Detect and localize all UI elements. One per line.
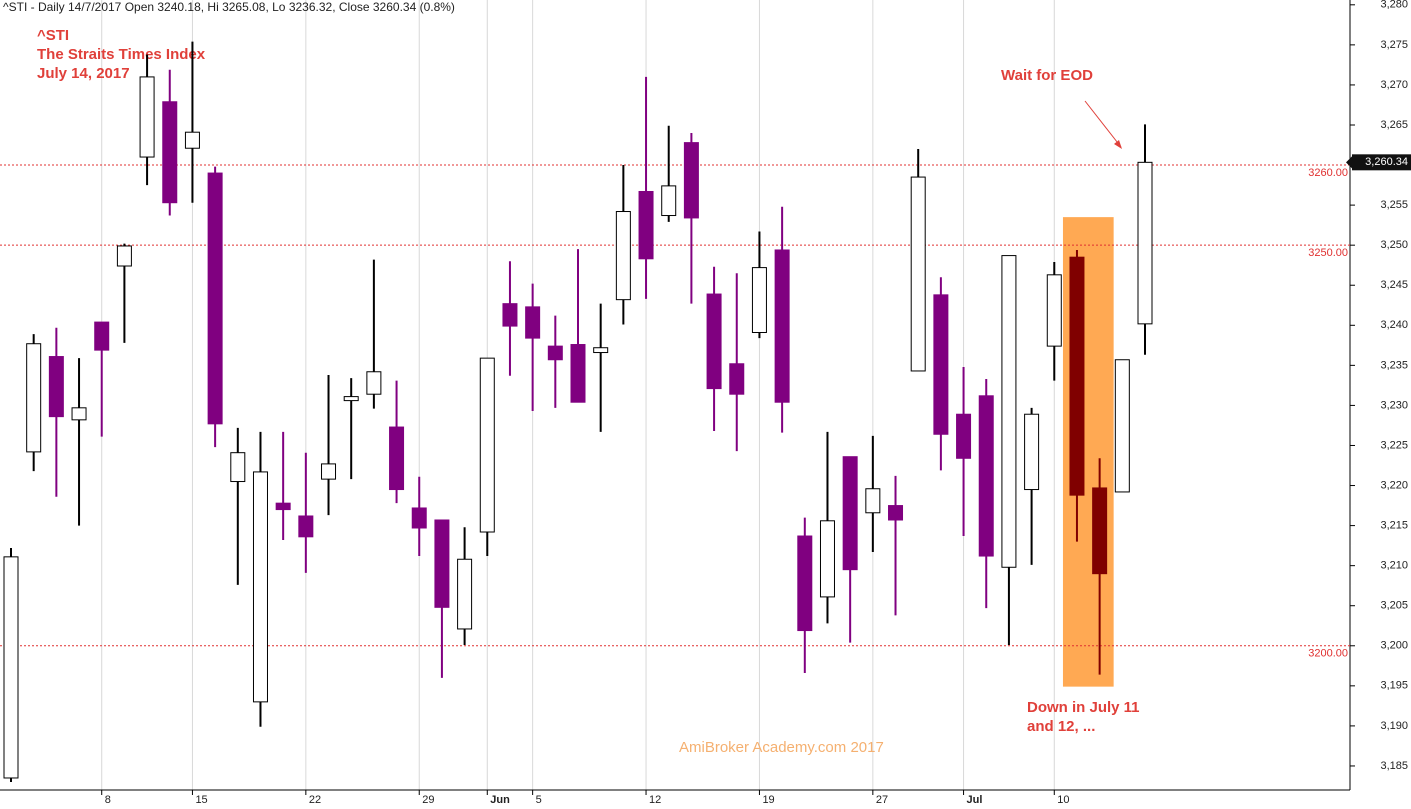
candle-body xyxy=(389,426,405,491)
candle-body xyxy=(71,407,87,421)
y-tick-label: 3,185 xyxy=(1380,760,1408,772)
candle-body xyxy=(275,502,291,511)
candle-body xyxy=(411,507,427,529)
candle-body xyxy=(207,172,223,425)
candle-body xyxy=(48,356,64,418)
y-tick-label: 3,280 xyxy=(1380,0,1408,11)
candle-body xyxy=(593,347,609,354)
candle-body xyxy=(978,395,994,557)
candle-body xyxy=(1092,487,1108,575)
candle-body xyxy=(94,321,110,351)
candle-body xyxy=(729,363,745,395)
candle-body xyxy=(797,535,813,632)
y-tick-label: 3,195 xyxy=(1380,680,1408,692)
hline-label: 3250.00 xyxy=(1308,247,1348,259)
candle-body xyxy=(525,306,541,339)
candle-body xyxy=(661,185,677,217)
candle-body xyxy=(683,142,699,219)
candle-body xyxy=(1001,255,1017,568)
x-tick-label: 12 xyxy=(649,794,661,806)
x-tick-label: 22 xyxy=(309,794,321,806)
candle-body xyxy=(139,76,155,158)
annotation: Down in July 11 xyxy=(1027,699,1140,716)
last-price-pointer xyxy=(1346,156,1352,169)
watermark: AmiBroker Academy.com 2017 xyxy=(679,739,884,756)
title-line: July 14, 2017 xyxy=(37,65,130,82)
candle-body xyxy=(751,267,767,334)
candle-body xyxy=(933,294,949,435)
x-tick-label: 19 xyxy=(762,794,774,806)
candle-body xyxy=(842,456,858,571)
candle-body xyxy=(638,190,654,260)
title-line: ^STI xyxy=(37,27,69,44)
y-tick-label: 3,255 xyxy=(1380,199,1408,211)
candle-body xyxy=(888,505,904,521)
y-tick-label: 3,265 xyxy=(1380,119,1408,131)
x-tick-label: Jun xyxy=(490,794,510,806)
y-tick-label: 3,210 xyxy=(1380,560,1408,572)
candle-body xyxy=(252,471,268,703)
candle-body xyxy=(26,343,42,453)
candle-body xyxy=(865,488,881,514)
x-tick-label: 27 xyxy=(876,794,888,806)
y-tick-label: 3,230 xyxy=(1380,399,1408,411)
candle-body xyxy=(910,176,926,372)
candle-body xyxy=(502,303,518,327)
candle-body xyxy=(3,556,19,779)
hline-label: 3260.00 xyxy=(1308,167,1348,179)
candle-body xyxy=(298,515,314,538)
y-tick-label: 3,190 xyxy=(1380,720,1408,732)
candle-body xyxy=(706,293,722,390)
candle-body xyxy=(570,344,586,403)
candle-body xyxy=(184,131,200,149)
annotation: Wait for EOD xyxy=(1001,67,1093,84)
candle-body xyxy=(343,396,359,402)
x-tick-label: 15 xyxy=(195,794,207,806)
candle-body xyxy=(321,463,337,480)
x-tick-label: 8 xyxy=(105,794,111,806)
x-tick-label: 29 xyxy=(422,794,434,806)
candle-body xyxy=(819,520,835,598)
candle-body xyxy=(479,357,495,533)
candle-body xyxy=(1046,274,1062,347)
y-tick-label: 3,225 xyxy=(1380,439,1408,451)
y-tick-label: 3,250 xyxy=(1380,239,1408,251)
y-tick-label: 3,270 xyxy=(1380,79,1408,91)
hline-label: 3200.00 xyxy=(1308,648,1348,660)
candle-body xyxy=(1024,413,1040,491)
y-tick-label: 3,245 xyxy=(1380,279,1408,291)
y-tick-label: 3,205 xyxy=(1380,600,1408,612)
y-tick-label: 3,240 xyxy=(1380,319,1408,331)
candle-body xyxy=(230,452,246,483)
candle-body xyxy=(615,211,631,301)
candle-body xyxy=(434,519,450,608)
x-tick-label: Jul xyxy=(967,794,983,806)
candle-body xyxy=(774,249,790,403)
candle-body xyxy=(956,413,972,459)
y-tick-label: 3,200 xyxy=(1380,640,1408,652)
x-tick-label: 10 xyxy=(1057,794,1069,806)
last-price-box xyxy=(1352,154,1411,171)
last-price-label: 3,260.34 xyxy=(1365,156,1408,168)
candle-body xyxy=(1137,161,1153,325)
y-tick-label: 3,235 xyxy=(1380,359,1408,371)
candle-body xyxy=(457,558,473,630)
candle-body xyxy=(162,101,178,204)
candle-body xyxy=(547,345,563,361)
annotation: and 12, ... xyxy=(1027,718,1095,735)
annotation-arrow xyxy=(1084,100,1122,148)
x-tick-label: 5 xyxy=(536,794,542,806)
candle-body xyxy=(366,371,382,395)
y-tick-label: 3,275 xyxy=(1380,39,1408,51)
title-line: The Straits Times Index xyxy=(37,46,206,63)
y-tick-label: 3,215 xyxy=(1380,520,1408,532)
arrow-head xyxy=(1114,140,1122,149)
candle-body xyxy=(1069,256,1085,496)
candle-body xyxy=(116,245,132,267)
candle-body xyxy=(1114,359,1130,493)
y-tick-label: 3,220 xyxy=(1380,479,1408,491)
header: ^STI - Daily 14/7/2017 Open 3240.18, Hi … xyxy=(3,0,455,14)
